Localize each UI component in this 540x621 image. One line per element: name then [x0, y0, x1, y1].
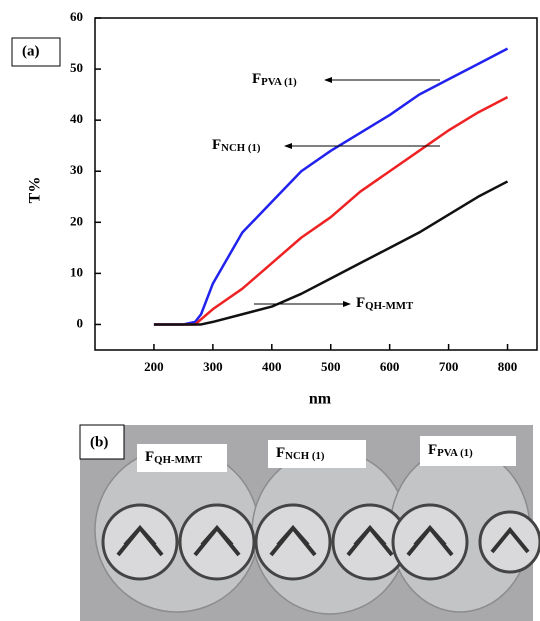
annotation-sub: PVA (1) [261, 76, 297, 88]
annotation-sub: QH-MMT [154, 454, 203, 466]
y-axis-label: T% [27, 177, 44, 204]
x-tick-label: 600 [380, 359, 400, 374]
y-tick-label: 20 [70, 213, 83, 228]
photo-label-box [420, 436, 516, 466]
annotation-main: F [145, 449, 154, 465]
annotation: FNCH (1) [276, 445, 325, 462]
series-line [153, 180, 509, 326]
x-tick-label: 200 [144, 359, 164, 374]
annotation-sub: NCH (1) [285, 450, 325, 462]
x-tick-label: 800 [498, 359, 518, 374]
logo-marks [116, 524, 530, 557]
plot-frame [94, 17, 538, 351]
annotation: FPVA (1) [252, 71, 297, 88]
annotation-main: F [212, 137, 221, 153]
annotation: FNCH (1) [212, 137, 261, 154]
y-tick-label: 30 [70, 162, 83, 177]
x-axis-label: nm [309, 391, 332, 408]
annotation: FPVA (1) [428, 442, 473, 459]
photo-label-box [268, 440, 366, 468]
y-tick-label: 50 [70, 60, 83, 75]
annotation-sub: QH-MMT [365, 300, 414, 312]
panel-label: (a) [22, 43, 40, 59]
logos [101, 503, 540, 581]
photo-label-box [137, 444, 227, 472]
x-tick-label: 500 [321, 359, 341, 374]
y-tick-label: 10 [70, 264, 83, 279]
panel-label-box [11, 37, 61, 67]
annotation-sub: NCH (1) [221, 142, 261, 154]
annotation: FQH-MMT [356, 295, 414, 312]
x-tick-label: 400 [262, 359, 282, 374]
annotation: FQH-MMT [145, 449, 203, 466]
panel-label-box [79, 424, 125, 460]
series-line [153, 47, 509, 326]
annotation-sub: PVA (1) [437, 447, 473, 459]
y-tick-label: 40 [70, 111, 83, 126]
series-line [153, 96, 509, 326]
x-tick-label: 300 [203, 359, 223, 374]
x-tick-label: 700 [439, 359, 459, 374]
annotation-main: F [276, 445, 285, 461]
y-tick-label: 0 [77, 315, 84, 330]
annotation-main: F [252, 71, 261, 87]
y-tick-label: 60 [70, 9, 83, 24]
annotation-main: F [356, 295, 365, 311]
annotation-main: F [428, 442, 437, 458]
panel-label: (b) [90, 434, 108, 450]
